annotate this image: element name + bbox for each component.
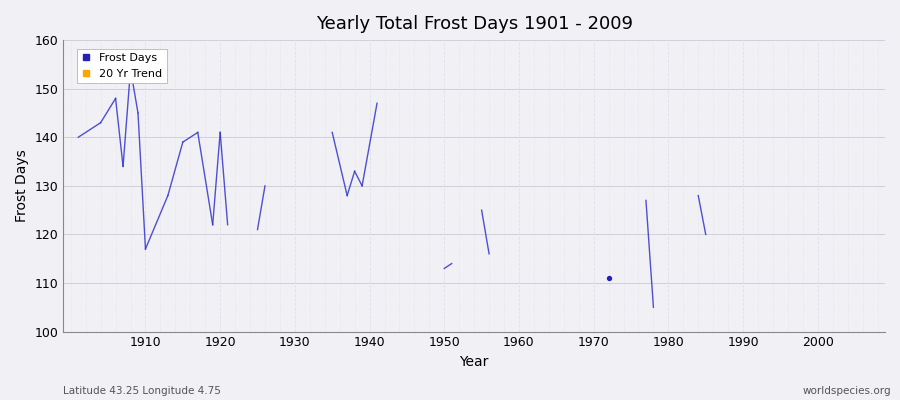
Text: worldspecies.org: worldspecies.org: [803, 386, 891, 396]
Text: Latitude 43.25 Longitude 4.75: Latitude 43.25 Longitude 4.75: [63, 386, 220, 396]
Point: [601, 275, 616, 281]
Title: Yearly Total Frost Days 1901 - 2009: Yearly Total Frost Days 1901 - 2009: [316, 15, 633, 33]
X-axis label: Year: Year: [460, 355, 489, 369]
Legend: Frost Days, 20 Yr Trend: Frost Days, 20 Yr Trend: [77, 48, 166, 83]
Y-axis label: Frost Days: Frost Days: [15, 150, 29, 222]
